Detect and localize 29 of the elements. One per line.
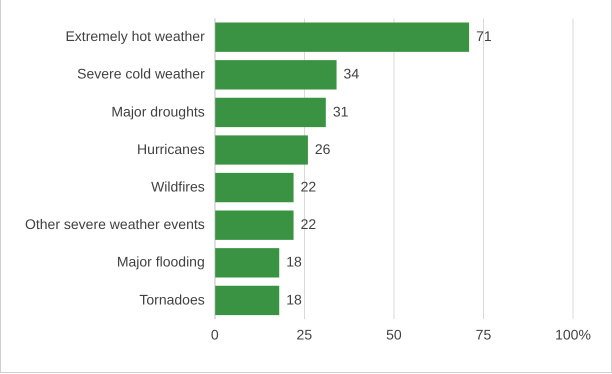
bar <box>215 60 337 90</box>
y-tick-label: Tornadoes <box>139 291 205 308</box>
bar <box>215 248 280 278</box>
y-tick-label: Hurricanes <box>137 140 205 157</box>
bar <box>215 98 326 128</box>
x-tick-label: 25 <box>296 326 312 342</box>
y-tick-label: Wildfires <box>151 178 205 194</box>
data-label: 71 <box>476 28 492 44</box>
data-label: 18 <box>286 291 302 308</box>
bar <box>215 135 308 165</box>
data-label: 22 <box>300 216 316 232</box>
y-tick-label: Severe cold weather <box>77 66 206 82</box>
data-label: 26 <box>314 140 331 157</box>
bar <box>215 210 294 240</box>
y-tick-label: Major droughts <box>111 103 205 120</box>
bar <box>215 172 294 202</box>
y-tick-label: Extremely hot weather <box>65 28 206 44</box>
y-tick-label: Other severe weather events <box>24 216 205 232</box>
bar <box>215 22 470 52</box>
data-label: 22 <box>300 178 316 194</box>
data-label: 34 <box>344 66 360 82</box>
data-label: 18 <box>286 254 302 270</box>
y-tick-label: Major flooding <box>116 254 205 270</box>
data-label: 31 <box>332 103 349 120</box>
bar <box>215 286 280 316</box>
x-tick-label: 75 <box>476 326 492 342</box>
x-tick-label: 0 <box>210 326 219 342</box>
x-tick-label: 50 <box>386 326 402 342</box>
x-tick-label: 100% <box>555 326 591 342</box>
